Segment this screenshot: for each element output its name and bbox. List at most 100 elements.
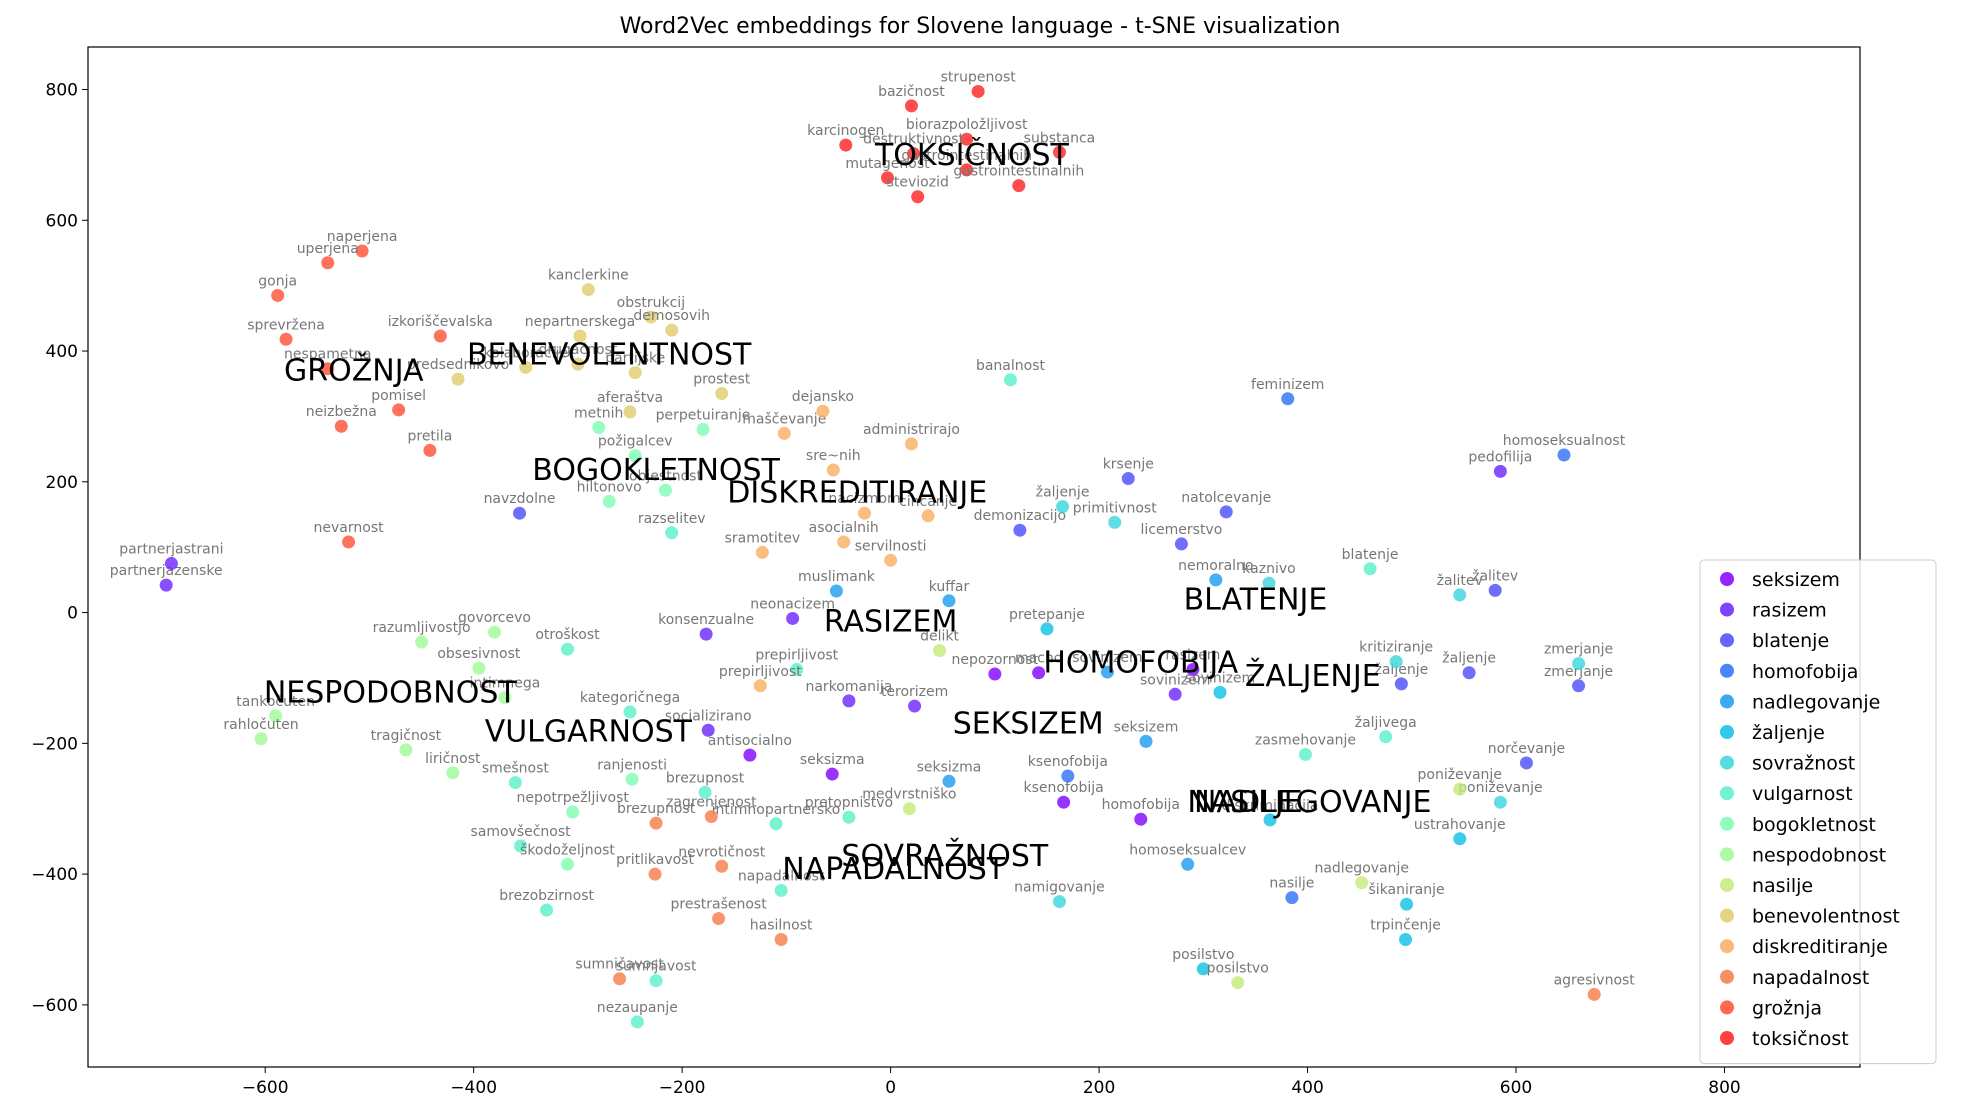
point-label: blatenje (1342, 547, 1399, 563)
point-label: pomisel (371, 388, 426, 404)
point-label: gastrointestinalnih (901, 148, 1032, 164)
data-point (1488, 583, 1502, 597)
data-point (816, 404, 830, 418)
data-point (1196, 962, 1210, 976)
legend-marker (1720, 602, 1734, 617)
data-point (566, 805, 580, 819)
data-point (279, 332, 293, 346)
plot-area: nepozornostmachoksenofobijahomofobijaras… (87, 46, 1861, 1068)
point-label: zmerjanje (1544, 642, 1613, 658)
data-point (715, 387, 729, 401)
cluster-label: NESPODOBNOST (264, 675, 518, 710)
data-point (829, 584, 843, 598)
legend-entry: blatenje (1752, 630, 1829, 652)
point-label: ksenofobija (1024, 780, 1104, 796)
data-point (519, 360, 533, 374)
point-label: tankočuten (236, 694, 315, 710)
data-point (581, 283, 595, 297)
point-label: prepirljivost (755, 647, 838, 663)
legend-marker (1720, 1031, 1734, 1045)
point-label: žaljenje (1036, 485, 1090, 501)
data-point (1462, 666, 1476, 680)
data-point (1493, 464, 1507, 478)
data-point (699, 627, 713, 641)
point-label: licemerstvo (1141, 522, 1223, 538)
legend: seksizem rasizem blatenje homofobija nadlego… (1699, 559, 1937, 1065)
data-point (573, 329, 587, 343)
data-point (254, 732, 268, 746)
legend-entry: rasizem (1752, 600, 1827, 622)
cluster-label: DISKREDITIRANJE (727, 475, 987, 510)
legend-entry: seksizem (1752, 569, 1840, 591)
data-point (1389, 655, 1403, 669)
data-point (842, 694, 856, 708)
data-point (1168, 687, 1182, 701)
data-point (1052, 145, 1066, 159)
data-point (644, 310, 658, 324)
chart-title: Word2Vec embeddings for Slovene language… (620, 14, 1341, 39)
cluster-label: NADLEGOVANJE (1194, 785, 1431, 820)
data-point (342, 535, 356, 549)
data-point (911, 190, 925, 204)
data-point (1181, 857, 1195, 871)
y-axis-ticks: −600 −400 −200 0 200 400 600 800 (31, 81, 88, 1016)
data-point (1040, 622, 1054, 636)
data-point (698, 785, 712, 799)
point-label: servilnosti (855, 538, 927, 554)
point-label: bazičnost (878, 84, 945, 100)
cluster-label: HOMOFOBIJA (1043, 645, 1238, 680)
data-point (942, 774, 956, 788)
y-tick-label: −200 (31, 734, 78, 754)
point-label: nepotrpežljivost (517, 790, 630, 806)
point-label: nepartnerskega (525, 314, 635, 330)
point-label: posilstvo (1207, 961, 1269, 977)
point-label: perpetuiranje (656, 408, 751, 424)
point-label: intimnopartnersko (712, 802, 841, 818)
plot-frame (87, 46, 1861, 1068)
data-point (1174, 537, 1188, 551)
x-tick-label: 400 (1291, 1078, 1323, 1098)
point-label: nevrotičnost (678, 844, 766, 860)
series-sovražnost: žaljenjeprimitivnostkaznivožalitevkritiz… (1014, 485, 1613, 909)
point-label: namigovanje (1014, 880, 1105, 896)
data-point (648, 867, 662, 881)
data-point (1379, 730, 1393, 744)
y-tick-label: 200 (46, 473, 78, 493)
legend-marker (1720, 572, 1734, 586)
cluster-label: GROŽNJA (284, 353, 424, 389)
point-label: terorizem (881, 684, 948, 700)
data-point (1262, 576, 1276, 590)
point-label: sprevržena (247, 317, 325, 333)
data-point (1032, 666, 1046, 680)
point-label: samovšečnost (470, 824, 571, 840)
point-label: macho (1015, 651, 1062, 667)
point-label: žalitev (1437, 573, 1483, 589)
point-label: pedofilija (1468, 449, 1532, 465)
x-axis-ticks: −600 −400 −200 0 200 400 600 800 (242, 1067, 1741, 1098)
legend-entry: homofobija (1752, 661, 1858, 683)
point-label: pretopnistvo (805, 795, 893, 811)
series-seksizem: nepozornostmachoksenofobijahomofobijaras… (708, 647, 1220, 826)
point-label: pretila (407, 428, 452, 444)
y-tick-label: 400 (46, 342, 78, 362)
point-label: hiltonovo (577, 479, 642, 495)
point-label: partnerjazenske (110, 563, 223, 579)
point-label: dejansko (792, 389, 854, 405)
legend-marker (1720, 633, 1734, 648)
point-label: asocialnih (809, 520, 879, 536)
data-point (649, 974, 663, 988)
data-point (472, 661, 486, 675)
legend-marker (1720, 878, 1734, 892)
point-label: prostest (693, 372, 751, 388)
data-point (602, 494, 616, 508)
point-label: antisocialno (708, 733, 792, 749)
data-point (560, 642, 574, 656)
data-point (571, 357, 585, 371)
data-point (423, 443, 437, 457)
data-point (1056, 500, 1070, 514)
data-point (1453, 588, 1467, 602)
data-point (884, 553, 898, 567)
data-point (623, 405, 637, 419)
data-point (696, 423, 710, 436)
data-point (1493, 795, 1507, 809)
